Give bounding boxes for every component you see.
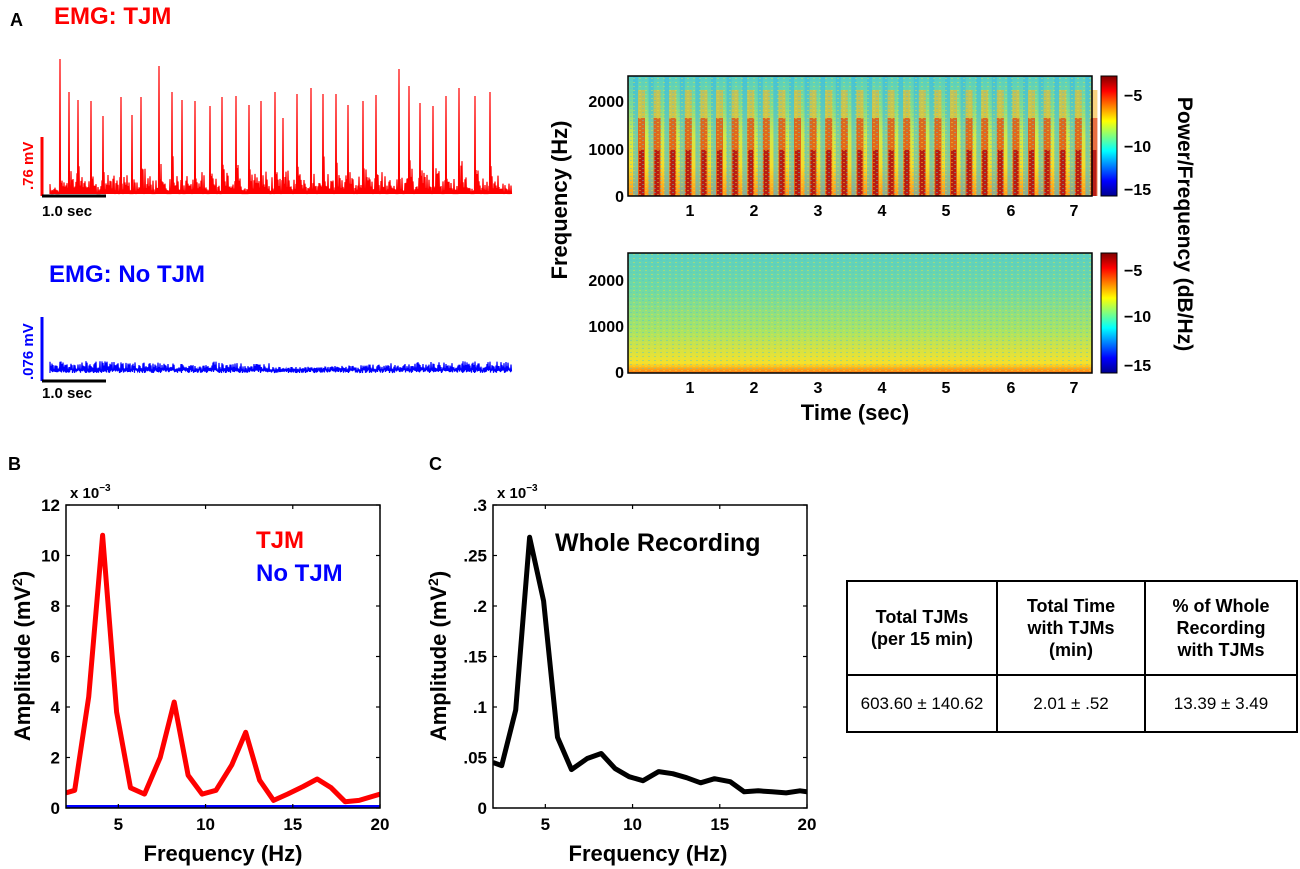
fft-tjm-y-label: Amplitude (mV2)	[9, 571, 35, 741]
y-tick-label: .1	[473, 698, 487, 717]
panel-label-c: C	[429, 454, 442, 474]
fft-tjm-chart: 5 10 15 20 0 2 4 6 8 10 12 x 10−3 Frequency (Hz) A…	[9, 483, 389, 866]
fft-whole-multiplier: x 10−3	[497, 483, 538, 502]
cbar2-tick-10: −10	[1124, 309, 1151, 326]
table-value-percent: 13.39 ± 3.49	[1144, 674, 1298, 733]
emg-tjm-trace	[49, 58, 513, 195]
spectrogram-no-tjm	[627, 252, 1093, 374]
fft-whole-title: Whole Recording	[555, 529, 761, 557]
x-tick-label: 5	[541, 815, 550, 834]
series-line-tjm	[66, 532, 380, 805]
th-line: Total TJMs	[875, 607, 969, 627]
y-tick-label: 0	[51, 799, 60, 818]
spectrogram-no-tjm-x-ticks: 1 2 3 4 5 6 7	[686, 380, 1079, 397]
y-tick-label: 2	[51, 749, 60, 768]
spectrogram-x-label: Time (sec)	[801, 400, 909, 425]
spec1-xtick-3: 3	[814, 203, 823, 220]
th-line: with TJMs	[1027, 618, 1115, 638]
spec1-xtick-2: 2	[750, 203, 759, 220]
spec1-xtick-5: 5	[942, 203, 951, 220]
x-tick-label: 20	[371, 815, 390, 834]
fft-whole-x-label: Frequency (Hz)	[569, 841, 728, 866]
spec2-xtick-5: 5	[942, 380, 951, 397]
legend-tjm: TJM	[256, 527, 304, 554]
spec2-ytick-2000: 2000	[588, 273, 624, 290]
y-tick-label: 12	[41, 496, 60, 515]
cbar1-tick-15: −15	[1124, 182, 1151, 199]
table-header-total-tjms: Total TJMs (per 15 min)	[846, 580, 998, 676]
y-tick-label: 4	[51, 698, 61, 717]
spec2-xtick-2: 2	[750, 380, 759, 397]
fft-whole-chart: 5 10 15 20 0 .05 .1 .15 .2 .25 .3 x 10−3 Frequency…	[425, 483, 816, 866]
fft-whole-y-label: Amplitude (mV2)	[425, 571, 451, 741]
emg-no-tjm-title: EMG: No TJM	[49, 261, 205, 288]
cbar2-tick-5: −5	[1124, 263, 1142, 280]
x-tick-label: 15	[283, 815, 302, 834]
spec1-ytick-0: 0	[615, 189, 624, 206]
y-tick-label: .2	[473, 597, 487, 616]
th-line: Recording	[1176, 618, 1266, 638]
series-line-whole-recording	[493, 534, 807, 796]
spec2-xtick-1: 1	[686, 380, 695, 397]
spec1-ytick-1000: 1000	[588, 142, 624, 159]
y-tick-label: .05	[463, 749, 487, 768]
cbar2-tick-15: −15	[1124, 358, 1151, 375]
emg-no-tjm-time-label: 1.0 sec	[42, 385, 92, 402]
spec2-ytick-0: 0	[615, 365, 624, 382]
spec2-ytick-1000: 1000	[588, 319, 624, 336]
fft-tjm-x-label: Frequency (Hz)	[144, 841, 303, 866]
spec1-xtick-1: 1	[686, 203, 695, 220]
spectrogram-no-tjm-y-ticks: 0 1000 2000	[588, 273, 624, 382]
emg-tjm-time-label: 1.0 sec	[42, 203, 92, 220]
y-tick-label: .25	[463, 547, 487, 566]
spectrogram-tjm-y-ticks: 0 1000 2000	[588, 94, 624, 206]
panel-label-a: A	[10, 10, 23, 30]
spec2-xtick-7: 7	[1070, 380, 1079, 397]
spectrogram-y-label: Frequency (Hz)	[547, 121, 572, 280]
th-line: % of Whole	[1172, 596, 1270, 616]
y-tick-label: .3	[473, 496, 487, 515]
y-tick-label: 0	[478, 799, 487, 818]
th-line: with TJMs	[1177, 640, 1265, 660]
colorbar-tjm	[1100, 75, 1118, 197]
spec2-xtick-4: 4	[878, 380, 887, 397]
panel-label-b: B	[8, 454, 21, 474]
x-tick-label: 15	[710, 815, 729, 834]
th-line: (min)	[1049, 640, 1093, 660]
spectrogram-tjm	[627, 75, 1098, 197]
emg-tjm-title: EMG: TJM	[54, 3, 171, 30]
legend-no-tjm: No TJM	[256, 560, 343, 587]
table-header-percent: % of Whole Recording with TJMs	[1144, 580, 1298, 676]
y-tick-label: .15	[463, 648, 487, 667]
table-header-total-time: Total Time with TJMs (min)	[996, 580, 1146, 676]
colorbar-no-tjm	[1100, 252, 1118, 374]
spec2-xtick-6: 6	[1007, 380, 1016, 397]
th-line: Total Time	[1026, 596, 1116, 616]
spec1-ytick-2000: 2000	[588, 94, 624, 111]
x-tick-label: 5	[114, 815, 123, 834]
x-tick-label: 10	[196, 815, 215, 834]
y-tick-label: 10	[41, 547, 60, 566]
tjm-summary-table: Total TJMs (per 15 min) Total Time with …	[846, 580, 1298, 733]
emg-no-tjm-amp-label: .076 mV	[20, 323, 37, 380]
x-tick-label: 10	[623, 815, 642, 834]
emg-tjm-amp-label: .76 mV	[20, 142, 37, 190]
spectrogram-tjm-x-ticks: 1 2 3 4 5 6 7	[686, 203, 1079, 220]
table-value-total-tjms: 603.60 ± 140.62	[846, 674, 998, 733]
y-tick-label: 8	[51, 597, 60, 616]
y-tick-label: 6	[51, 648, 60, 667]
th-line: (per 15 min)	[870, 629, 974, 649]
spec1-xtick-6: 6	[1007, 203, 1016, 220]
spec1-xtick-7: 7	[1070, 203, 1079, 220]
x-tick-label: 20	[798, 815, 817, 834]
table-value-total-time: 2.01 ± .52	[996, 674, 1146, 733]
colorbar-label: Power/Frequency (dB/Hz)	[1173, 97, 1196, 351]
emg-no-tjm-trace	[49, 361, 513, 374]
fft-tjm-multiplier: x 10−3	[70, 483, 111, 502]
spec1-xtick-4: 4	[878, 203, 887, 220]
cbar1-tick-10: −10	[1124, 139, 1151, 156]
cbar1-tick-5: −5	[1124, 88, 1142, 105]
spec2-xtick-3: 3	[814, 380, 823, 397]
